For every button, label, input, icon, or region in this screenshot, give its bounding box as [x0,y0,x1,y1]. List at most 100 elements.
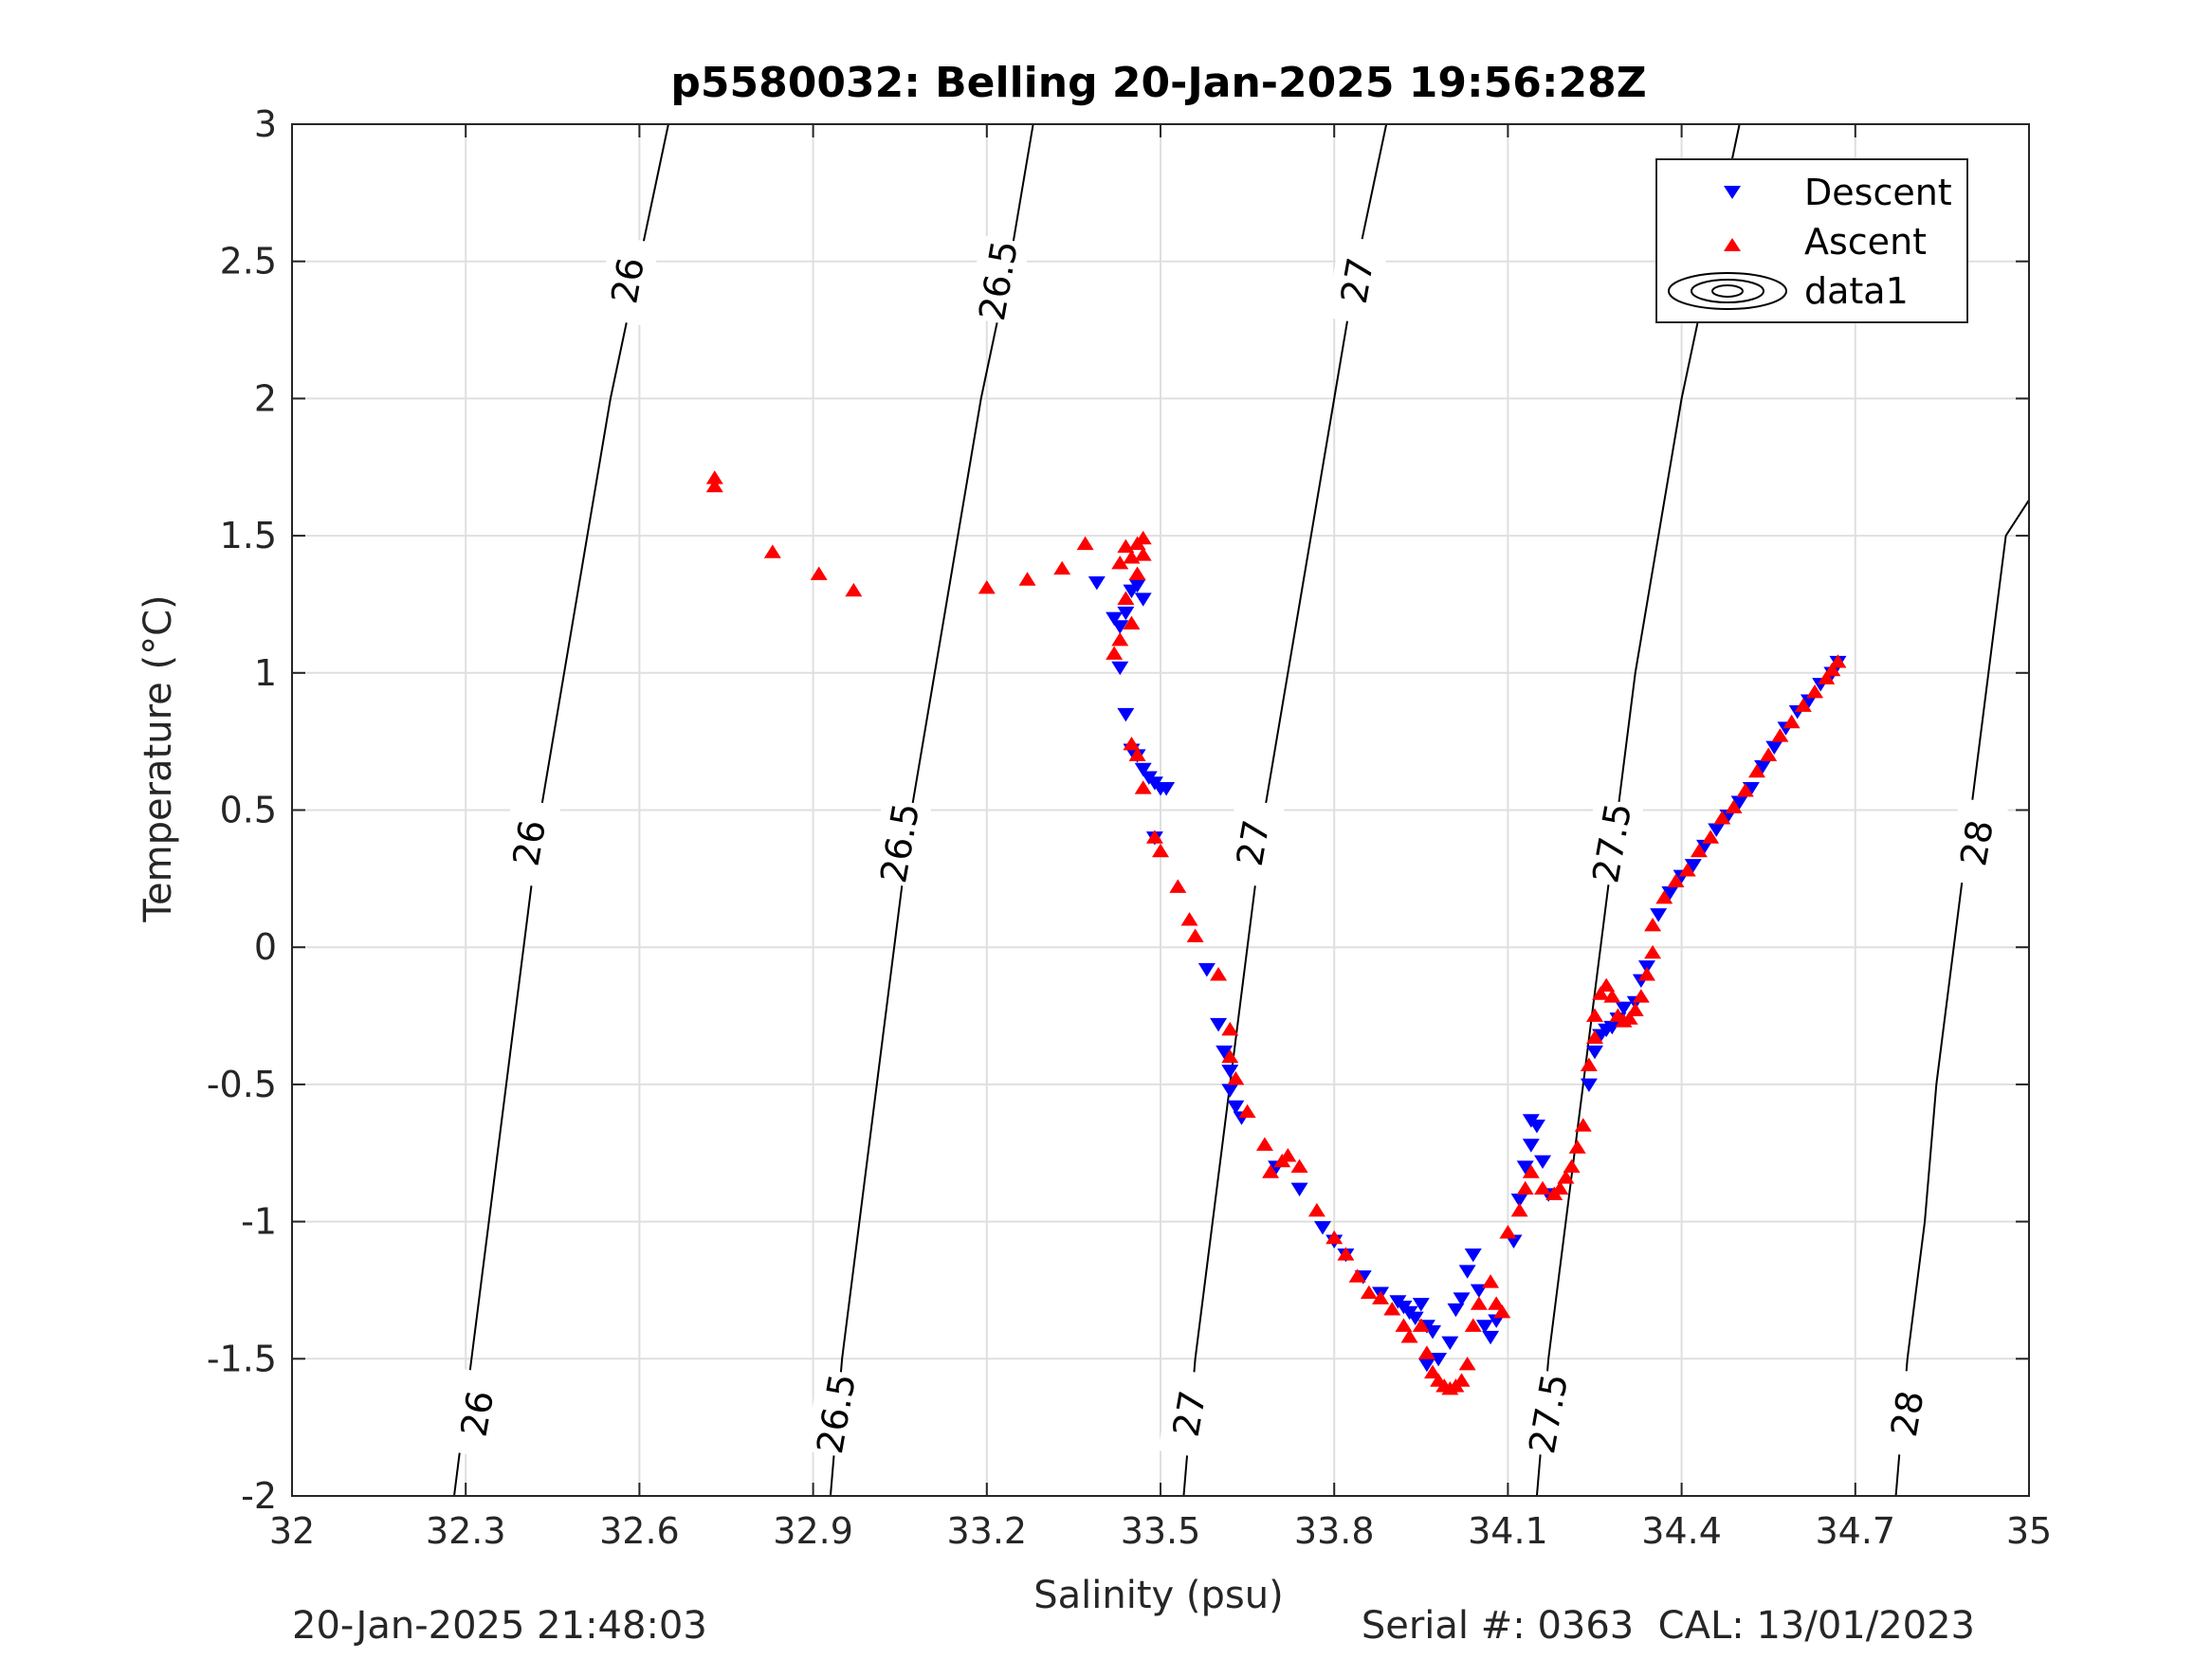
descent-point [1158,782,1176,796]
contour-label-26: 26 [453,1388,503,1440]
contour-label-bg [1516,1368,1581,1460]
contour-label-bg [1221,797,1285,889]
ascent-point [1818,670,1836,684]
descent-point [1088,575,1106,591]
descent-point [1458,1265,1476,1279]
ascent-point [1771,728,1789,742]
legend-marker-descent [1724,186,1741,199]
ascent-point [1713,811,1731,825]
y-tick-label: 2.5 [220,241,277,283]
y-tick-label: -2 [241,1475,277,1517]
ascent-point [1395,1318,1413,1332]
ascent-point [1510,1202,1528,1217]
x-tick-label: 33.8 [1294,1510,1375,1552]
ascent-point [1823,662,1841,677]
ascent-point [1221,1048,1239,1064]
ascent-point [1152,843,1169,858]
ascent-point [1221,1021,1239,1036]
descent-point [1650,908,1668,922]
contour-label-27: 27 [1229,817,1278,869]
descent-point [1417,1358,1435,1373]
ascent-point [1458,1356,1476,1371]
y-tick-label: 0 [254,926,277,968]
ascent-point [705,478,723,493]
ascent-point [1117,591,1135,605]
chart-legend: Descent Ascent data1 [1655,158,1968,323]
ascent-point [1134,547,1152,561]
ascent-point [1128,566,1146,580]
descent-point [1441,1336,1459,1351]
x-tick-label: 32.3 [426,1510,506,1552]
ascent-point [1453,1373,1471,1387]
contour-label-27: 27 [1333,254,1382,306]
ascent-point [1574,1118,1592,1132]
ascent-point [1053,560,1071,575]
ascent-point [1111,555,1129,570]
ascent-point [1180,912,1198,926]
descent-point [1210,1017,1228,1032]
contour-label-bg [966,235,1031,326]
ascent-point [978,579,996,594]
ascent-point [1534,1180,1552,1195]
y-tick-labels: 3 2.5 2 1.5 1 0.5 0 -0.5 -1 -1.5 -2 [207,103,277,1517]
ascent-point [1725,799,1743,813]
descent-point [1661,886,1679,901]
ascent-point [1644,944,1662,959]
contour-label-bg [595,235,660,326]
ascent-point [1383,1302,1401,1316]
contour-label-28: 28 [1952,817,2002,869]
y-tick-label: 0.5 [220,790,277,831]
ascent-point [1551,1180,1569,1195]
descent-point [1117,707,1135,722]
descent-point [1111,620,1129,634]
descent-point [1527,1120,1545,1134]
x-tick-label: 34.7 [1815,1510,1895,1552]
ascent-point [705,470,723,484]
descent-point [1603,1020,1621,1035]
descent-point [1128,578,1146,593]
legend-label-descent: Descent [1804,172,1952,213]
ascent-point [1128,747,1146,761]
descent-point [1684,859,1702,873]
ascent-point [1632,989,1650,1003]
descent-point [1742,782,1760,796]
ascent-point [1782,714,1801,729]
descent-point [1586,1045,1603,1060]
ascent-point [1325,1230,1344,1245]
y-tick-label: 3 [254,103,277,145]
ascent-point [1186,928,1204,942]
x-tick-label: 33.2 [946,1510,1027,1552]
ascent-point [1603,989,1621,1003]
y-tick-label: 1.5 [220,515,277,556]
ascent-point [1580,1057,1598,1071]
ascent-point [1169,879,1187,893]
ascent-point [763,544,781,558]
y-tick-label: -0.5 [207,1064,277,1105]
ascent-point [1516,1180,1534,1195]
descent-point [1216,1045,1234,1060]
ascent-point [1655,890,1673,904]
ascent-point [1626,1002,1644,1017]
ascent-point [1488,1296,1506,1310]
contour-label-bg [1875,1368,1940,1460]
ascent-point [1279,1148,1297,1162]
ascent-point [1522,1164,1540,1178]
ascent-point [1499,1225,1517,1239]
contour-label-26: 26 [505,817,555,869]
x-tick-label: 34.4 [1641,1510,1722,1552]
ascent-point [1637,967,1655,981]
ascent-point [1563,1158,1581,1174]
ascent-point [1568,1139,1586,1154]
contour-label-27: 27 [1165,1388,1215,1440]
descent-point [1424,1325,1442,1340]
ascent-point [1018,572,1036,586]
ascent-point [1493,1304,1511,1319]
ascent-point [1360,1285,1378,1300]
descent-point [1221,1065,1239,1079]
ascent-point [1210,967,1228,981]
contour-label-bg [804,1368,868,1460]
descent-point [1482,1330,1500,1345]
descent-point [1765,740,1783,756]
legend-label-data1: data1 [1804,270,1909,312]
